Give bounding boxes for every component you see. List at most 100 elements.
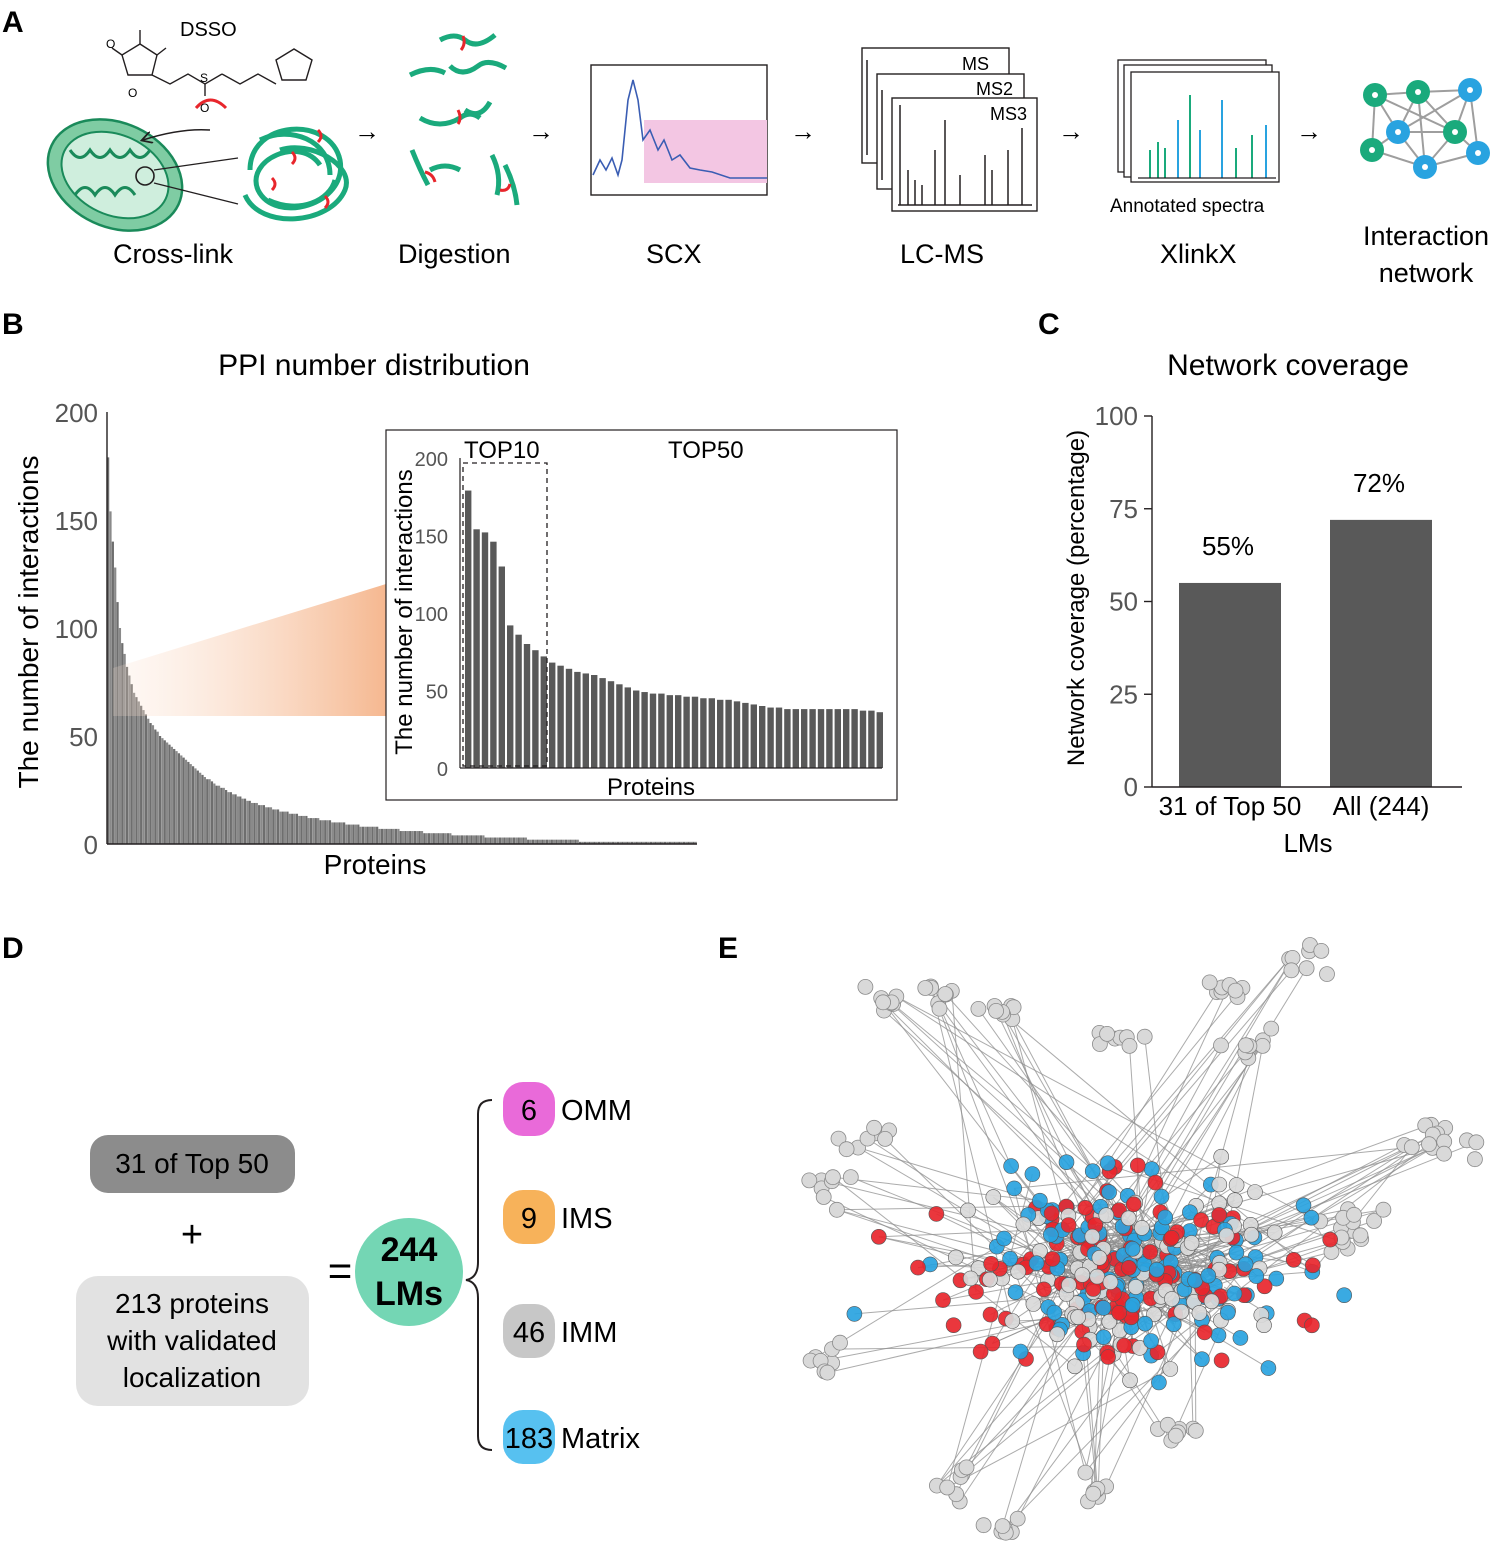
network-node-red (1038, 1316, 1055, 1332)
ppi-bar (118, 628, 122, 844)
ppi-bar (383, 828, 386, 844)
ppi-bar (656, 841, 660, 844)
ppi-y-axis-label: The number of interactions (13, 455, 44, 788)
inset-bar (817, 709, 825, 768)
ppi-bar (307, 818, 310, 844)
ppi-bar (328, 820, 332, 844)
inset-bar (549, 662, 556, 768)
ppi-bar (340, 822, 343, 844)
ppi-bar (437, 833, 440, 844)
coverage-bar (1179, 582, 1281, 787)
ppi-bar (319, 820, 322, 844)
coverage-bars: 55% 72% (1179, 468, 1432, 787)
ppi-bar (470, 835, 473, 844)
inset-bar (599, 678, 606, 768)
ppi-bar (442, 833, 445, 844)
ppi-bar (163, 740, 166, 844)
ppi-bar (107, 457, 110, 844)
ppi-bar (635, 841, 638, 844)
network-node-grey (982, 1271, 998, 1288)
ppi-bar (397, 828, 400, 844)
lm-total-circle (355, 1218, 463, 1326)
inset-bar (616, 684, 623, 768)
ppi-bar (623, 841, 627, 844)
network-node-red (1116, 1337, 1132, 1354)
network-node-grey (994, 1518, 1011, 1534)
network-node-grey (1121, 1038, 1138, 1054)
network-node-grey (1346, 1206, 1362, 1223)
ppi-bar (347, 824, 350, 844)
ppi-bar (109, 511, 112, 844)
oxygen-atom-label: O (128, 86, 137, 100)
network-node-blue (1032, 1192, 1048, 1209)
ppi-bar (581, 841, 584, 844)
ppi-bar (404, 831, 407, 844)
ppi-bar (463, 835, 466, 844)
network-node-grey (815, 1189, 832, 1205)
network-node-grey (970, 1001, 987, 1017)
network-node-red (1322, 1231, 1338, 1248)
ppi-bar (496, 837, 499, 844)
arrow-1: → (354, 116, 380, 146)
ppi-bar (647, 841, 650, 844)
network-node-red (1076, 1336, 1092, 1353)
ppi-bar (302, 815, 306, 844)
network-node-grey (1085, 1485, 1102, 1502)
ppi-bar (151, 725, 155, 844)
inset-bar (473, 529, 480, 768)
ppi-bar (465, 835, 468, 844)
network-node-red (1142, 1244, 1158, 1260)
network-node-grey (832, 1334, 848, 1351)
ppi-bar (184, 759, 188, 844)
coverage-y-tick-label: 100 (1095, 401, 1138, 431)
network-node-grey (1227, 982, 1244, 999)
ppi-bar (142, 710, 145, 844)
arrow-4: → (1058, 116, 1084, 146)
network-node-red (1163, 1230, 1180, 1246)
step-label-network-1: Interaction (1363, 221, 1489, 251)
network-node-blue (1028, 1255, 1045, 1271)
ppi-bar (201, 774, 204, 844)
ppi-bar (550, 839, 553, 844)
network-node-blue (1220, 1304, 1236, 1321)
ppi-bar (272, 809, 275, 844)
network-node-grey (1227, 1192, 1243, 1208)
ppi-bar (595, 841, 598, 844)
inset-bar (826, 709, 833, 768)
network-node-grey (1183, 1235, 1200, 1251)
ppi-bar (527, 839, 530, 844)
ppi-bar (583, 841, 586, 844)
ppi-bar (682, 841, 686, 844)
network-node-red (928, 1206, 945, 1222)
inset-bar (624, 687, 631, 768)
network-node-grey (1352, 1227, 1369, 1244)
network-edge (1001, 987, 1243, 1279)
ppi-bar (489, 837, 492, 844)
network-node-grey (1263, 1020, 1280, 1037)
ppi-bar (359, 826, 362, 844)
network-node-grey (939, 1479, 956, 1496)
network-node-grey (1084, 1228, 1101, 1245)
network-edge (937, 1002, 1012, 1167)
network-node-grey (937, 986, 954, 1002)
ppi-bar (630, 841, 634, 844)
network-node-blue (1007, 1284, 1024, 1300)
ppi-bar (600, 841, 603, 844)
ppi-bar (548, 839, 551, 844)
inset-y-tick-label: 50 (426, 682, 448, 704)
coverage-chart: Network coverage 0 25 50 75 100 Network cove… (1063, 349, 1462, 858)
coverage-y-tick-label: 25 (1109, 679, 1138, 709)
location-list: 6 OMM 9 IMS 46 IMM 183 Matrix (503, 1082, 640, 1464)
network-node-red (1147, 1174, 1164, 1191)
network-node-grey (1164, 1291, 1180, 1307)
ppi-bar (569, 839, 572, 844)
ppi-bar (517, 837, 520, 844)
ppi-bar (439, 833, 442, 844)
annotated-spectra-label: Annotated spectra (1110, 196, 1265, 217)
network-edge (1004, 1293, 1235, 1529)
ppi-y-tick-label: 100 (55, 614, 98, 644)
ppi-bar (338, 822, 341, 844)
network-node-grey (1211, 1176, 1228, 1193)
inset-bar (717, 699, 724, 768)
network-node-grey (866, 1119, 882, 1136)
